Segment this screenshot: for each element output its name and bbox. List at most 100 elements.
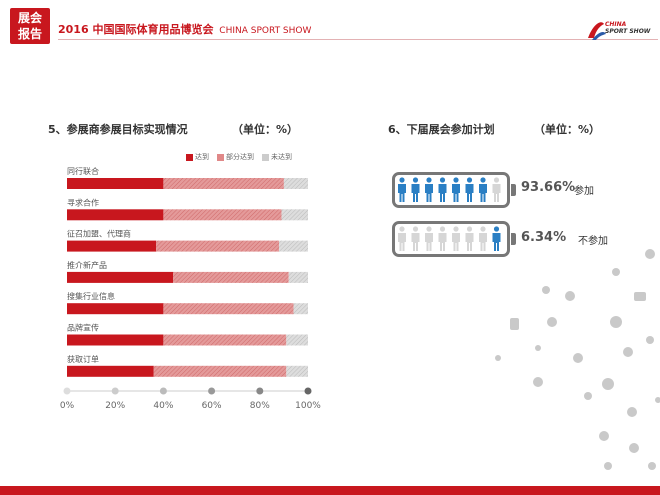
logo-line1: CHINA bbox=[605, 21, 627, 28]
legend-swatch-2 bbox=[262, 153, 269, 161]
heart-icon bbox=[565, 291, 575, 301]
dot-icon bbox=[612, 268, 620, 276]
category-label-0: 同行联合 bbox=[67, 166, 99, 176]
gear-icon bbox=[648, 462, 656, 470]
chart-legend: 达到 部分达到 未达到 bbox=[186, 152, 292, 162]
person-icon-0-1 bbox=[411, 177, 420, 202]
bar-4-series-0 bbox=[67, 303, 164, 315]
bar-5-series-0 bbox=[67, 334, 164, 346]
person-icon-1-5 bbox=[465, 226, 474, 251]
header-title-en: CHINA SPORT SHOW bbox=[219, 26, 312, 36]
sports-icons-decoration bbox=[495, 249, 660, 470]
tiny-dot-icon bbox=[495, 355, 501, 361]
person-icon-1-4 bbox=[452, 226, 460, 251]
header-divider bbox=[58, 39, 658, 40]
person-icon-1-6 bbox=[479, 226, 487, 251]
bar-2-series-0 bbox=[67, 240, 157, 252]
x-tick-dot-5 bbox=[304, 387, 312, 395]
bar-3-series-0 bbox=[67, 271, 174, 283]
not-attend-battery bbox=[392, 221, 516, 257]
person-icon-0-4 bbox=[452, 177, 460, 202]
person-icon-0-0 bbox=[398, 177, 406, 202]
person-icon-0-6 bbox=[479, 177, 487, 202]
left-section-title: 5、参展商参展目标实现情况 bbox=[48, 123, 188, 136]
bar-6-series-0 bbox=[67, 365, 154, 377]
bar-6-series-1 bbox=[153, 365, 287, 377]
logo-text: CHINA SPORT SHOW bbox=[605, 21, 650, 35]
cyclist-icon bbox=[627, 407, 637, 417]
bar-5-series-1 bbox=[163, 334, 287, 346]
x-tick-label-4: 80% bbox=[250, 401, 270, 411]
x-tick-dot-4 bbox=[256, 387, 264, 395]
soccer-icon bbox=[599, 431, 609, 441]
header-title-cn: 2016 中国国际体育用品博览会 bbox=[58, 23, 214, 36]
person-icon-0-5 bbox=[465, 177, 474, 202]
category-label-6: 获取订单 bbox=[67, 354, 99, 364]
attend-battery bbox=[392, 172, 516, 208]
report-header: 展会 报告 2016 中国国际体育用品博览会 CHINA SPORT SHOW … bbox=[0, 0, 660, 48]
bar-0-series-0 bbox=[67, 178, 164, 189]
bar-5-series-2 bbox=[286, 334, 308, 346]
person-icon-1-1 bbox=[411, 226, 420, 251]
attend-people-icons bbox=[398, 177, 501, 202]
category-label-2: 征召加盟、代理商 bbox=[67, 229, 131, 239]
not-attend-label: 不参加 bbox=[578, 236, 608, 247]
bar-0-series-2 bbox=[283, 178, 308, 189]
right-section-unit: （单位：%） bbox=[534, 123, 601, 136]
bar-4-series-1 bbox=[163, 303, 294, 315]
legend-label-2: 未达到 bbox=[271, 153, 292, 161]
attend-percent: 93.66% bbox=[521, 180, 576, 195]
phone-icon bbox=[510, 318, 519, 330]
legend-label-1: 部分达到 bbox=[226, 153, 254, 161]
category-label-1: 寻求合作 bbox=[67, 197, 99, 207]
x-tick-label-2: 40% bbox=[153, 401, 173, 411]
person-icon-1-2 bbox=[425, 226, 433, 251]
x-tick-dot-3 bbox=[208, 387, 216, 395]
bar-1-series-2 bbox=[281, 209, 308, 221]
x-tick-label-1: 20% bbox=[105, 401, 125, 411]
legend-item-0: 达到 bbox=[186, 152, 209, 162]
runner-icon bbox=[573, 353, 583, 363]
racket-icon bbox=[533, 377, 543, 387]
logo-line2: SPORT SHOW bbox=[605, 28, 651, 35]
person-icon-0-7 bbox=[492, 177, 501, 202]
x-tick-dot-0 bbox=[63, 387, 71, 395]
legend-swatch-1 bbox=[217, 153, 224, 161]
sport-show-logo-icon bbox=[588, 22, 606, 40]
x-tick-dot-1 bbox=[111, 387, 119, 395]
person-icon-1-0 bbox=[398, 226, 406, 251]
bar-2-series-1 bbox=[156, 240, 280, 252]
report-badge: 展会 报告 bbox=[10, 8, 50, 44]
legend-label-0: 达到 bbox=[195, 153, 209, 161]
category-label-5: 品牌宣传 bbox=[67, 323, 99, 333]
x-tick-dot-2 bbox=[159, 387, 167, 395]
bar-1-series-0 bbox=[67, 209, 164, 221]
bar-3-series-1 bbox=[173, 271, 289, 283]
person-icon-0-2 bbox=[425, 177, 433, 202]
person-icon-1-3 bbox=[438, 226, 447, 251]
x-tick-label-0: 0% bbox=[60, 401, 75, 411]
bar-6-series-2 bbox=[286, 365, 308, 377]
category-label-4: 搜集行业信息 bbox=[67, 291, 115, 301]
x-tick-label-5: 100% bbox=[295, 401, 321, 411]
not-attend-percent: 6.34% bbox=[521, 230, 567, 245]
chat-icon bbox=[547, 317, 557, 327]
like-icon bbox=[629, 443, 639, 453]
video-icon bbox=[634, 292, 646, 301]
pin-icon bbox=[604, 462, 612, 470]
badge-line1: 展会 bbox=[17, 11, 42, 25]
bicycle-icon bbox=[602, 378, 614, 390]
left-section-unit: （单位：%） bbox=[232, 123, 299, 136]
person-icon bbox=[542, 286, 550, 294]
small-dot-icon bbox=[535, 345, 541, 351]
bar-2-series-2 bbox=[279, 240, 308, 252]
attend-label: 参加 bbox=[574, 186, 594, 197]
person-icon-1-7 bbox=[492, 226, 501, 251]
x-tick-label-3: 60% bbox=[202, 401, 222, 411]
legend-item-2: 未达到 bbox=[262, 152, 292, 162]
edge-dot-icon bbox=[655, 397, 660, 403]
basketball-icon bbox=[610, 316, 622, 328]
legend-item-1: 部分达到 bbox=[217, 152, 254, 162]
footer-bar bbox=[0, 486, 660, 495]
